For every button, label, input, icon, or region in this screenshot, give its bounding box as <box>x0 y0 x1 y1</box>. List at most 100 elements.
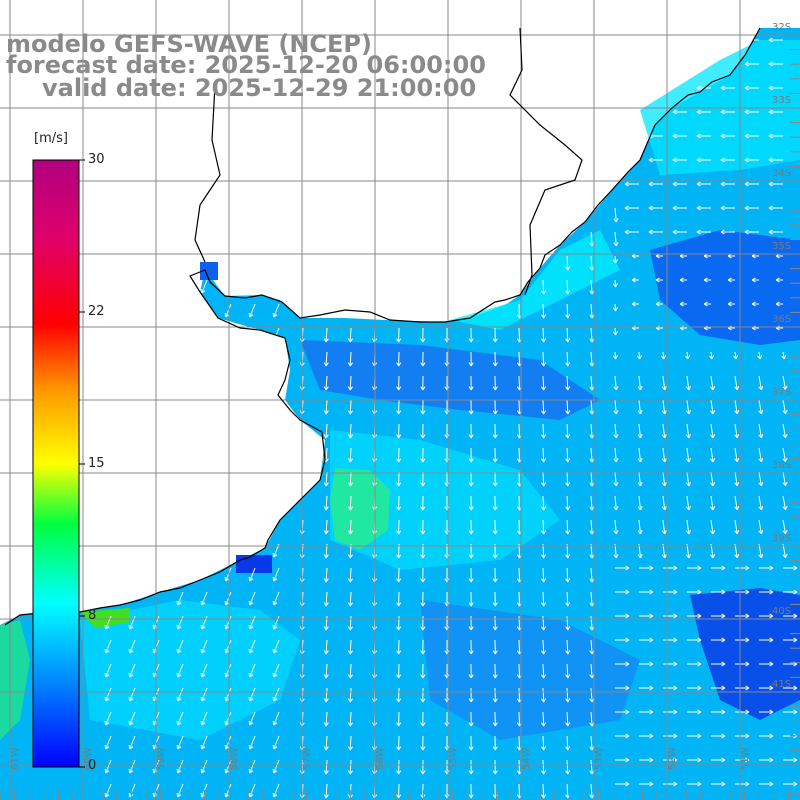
wind-arrow <box>468 423 474 439</box>
wind-arrow <box>420 663 426 679</box>
wind-arrow <box>720 133 735 139</box>
wind-arrow <box>710 447 716 463</box>
wind-arrow <box>420 471 426 487</box>
wind-arrow <box>176 591 184 606</box>
wind-arrow <box>492 567 498 583</box>
wind-arrow <box>420 351 426 367</box>
ocean-zone-dark-south <box>420 600 640 740</box>
wind-arrow <box>565 279 571 295</box>
wind-arrow <box>744 229 759 235</box>
wind-arrow <box>758 375 764 391</box>
wind-arrow <box>711 685 726 691</box>
wind-arrow <box>727 301 735 307</box>
colorbar-label-15: 15 <box>88 456 105 471</box>
wind-arrow <box>759 757 774 763</box>
wind-arrow <box>396 471 402 487</box>
wind-arrow <box>200 591 208 606</box>
wind-arrow <box>663 709 678 715</box>
colorbar-label-30: 30 <box>88 152 105 167</box>
wind-arrow <box>720 229 735 235</box>
wind-arrow <box>396 759 402 775</box>
wind-arrow <box>711 565 726 571</box>
wind-arrow <box>565 399 571 415</box>
wind-arrow <box>615 565 630 571</box>
wind-arrow <box>565 615 571 631</box>
wind-arrow <box>759 565 774 571</box>
wind-arrow <box>176 687 184 702</box>
wind-arrow <box>696 181 711 187</box>
latitude-label: 33S <box>772 95 791 106</box>
wind-arrow <box>540 375 547 391</box>
wind-arrow <box>655 301 663 307</box>
wind-arrow <box>720 85 735 91</box>
wind-arrow <box>347 495 354 511</box>
wind-arrow <box>615 685 630 691</box>
wind-arrow <box>347 423 354 439</box>
ocean-pixel-dark <box>236 555 272 573</box>
wind-arrow <box>565 567 571 583</box>
wind-arrow <box>347 351 354 367</box>
wind-arrow <box>637 471 643 487</box>
wind-arrow <box>104 663 112 678</box>
wind-arrow <box>639 733 654 739</box>
wind-arrow <box>323 711 329 727</box>
longitude-label: 55W <box>448 747 459 770</box>
wind-arrow <box>565 687 571 703</box>
wind-arrow <box>672 205 687 211</box>
wind-arrow <box>734 519 740 535</box>
wind-arrow <box>758 423 764 439</box>
wind-arrow <box>751 301 759 307</box>
wind-arrow <box>710 495 716 511</box>
wind-arrow <box>639 565 654 571</box>
wind-arrow <box>323 735 329 751</box>
wind-arrow <box>687 661 702 667</box>
wind-arrow <box>696 229 711 235</box>
wind-arrow <box>775 301 783 307</box>
wind-arrow <box>744 205 759 211</box>
wind-arrow <box>759 709 774 715</box>
wind-arrow <box>492 711 498 727</box>
wind-arrow <box>687 733 702 739</box>
wind-arrow <box>735 733 750 739</box>
wind-arrow <box>687 709 702 715</box>
wind-arrow <box>396 399 402 415</box>
wind-arrow <box>176 711 184 726</box>
coastline-river-parana <box>194 84 221 263</box>
wind-arrow <box>176 663 184 678</box>
wind-arrow <box>420 759 426 775</box>
wind-arrow <box>248 711 256 726</box>
wind-arrow <box>323 663 329 679</box>
wind-arrow <box>661 495 667 511</box>
wind-arrow <box>468 663 474 679</box>
wind-arrow <box>679 301 687 307</box>
wind-arrow <box>540 327 547 343</box>
wind-arrow <box>711 613 726 619</box>
wind-arrow <box>420 375 426 391</box>
wind-arrow <box>492 327 498 343</box>
wind-arrows <box>104 37 798 799</box>
wind-arrow <box>565 735 571 751</box>
ocean-pixel-dark-north <box>200 262 218 280</box>
wind-arrow <box>248 687 256 702</box>
wind-arrow <box>613 495 619 511</box>
wind-arrow <box>711 637 726 643</box>
latitude-label: 32S <box>772 22 791 33</box>
wind-arrow <box>687 781 702 787</box>
wind-arrow <box>468 375 474 391</box>
wind-arrow <box>565 423 571 439</box>
wind-arrow <box>661 375 667 391</box>
wind-arrow <box>565 759 571 775</box>
wind-arrow <box>565 447 571 463</box>
wind-arrow <box>663 661 678 667</box>
wind-arrow <box>540 279 547 295</box>
wind-arrow <box>696 157 711 163</box>
latitude-label: 36S <box>772 314 791 325</box>
coastline <box>4 27 761 626</box>
wind-arrow <box>639 613 654 619</box>
wind-arrow <box>396 711 402 727</box>
wind-arrow <box>639 685 654 691</box>
wind-arrow <box>248 759 256 774</box>
wind-arrow <box>685 447 691 463</box>
wind-arrow <box>639 781 654 787</box>
